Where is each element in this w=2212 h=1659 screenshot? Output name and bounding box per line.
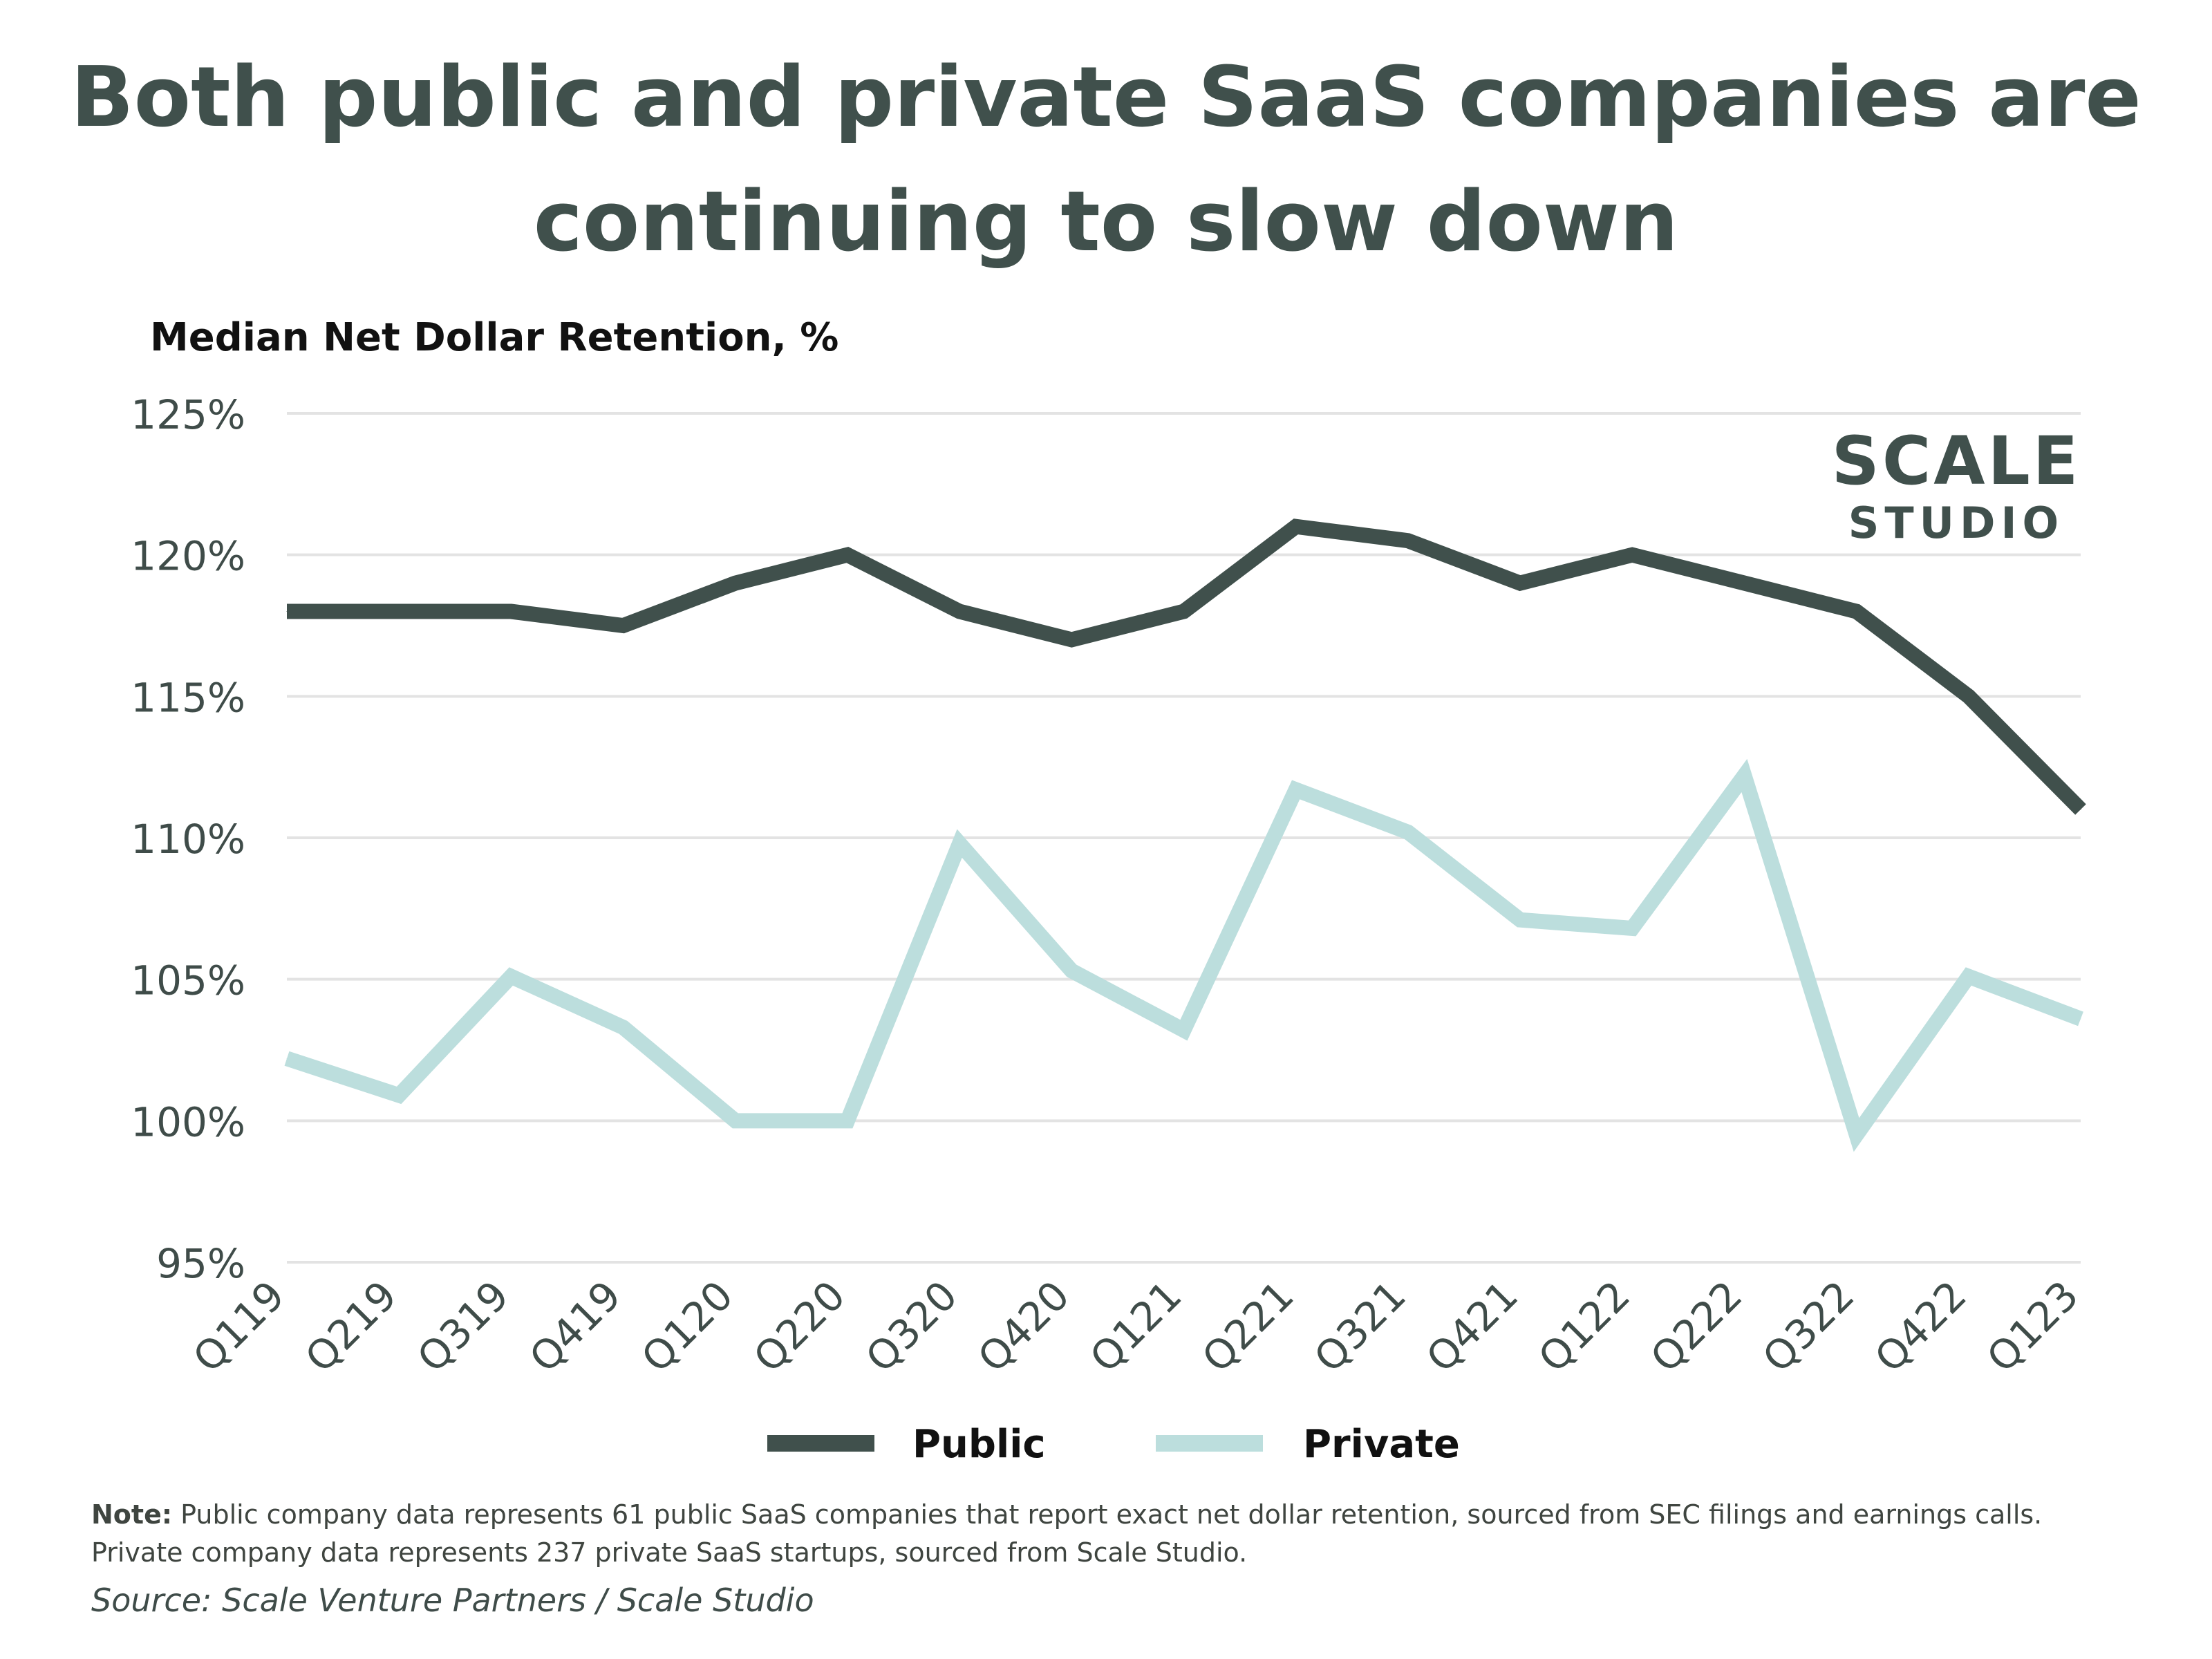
data-point-private [286,1058,288,1059]
data-point-public [1295,526,1297,527]
series-line-public [287,518,2086,815]
y-axis-title: Median Net Dollar Retention, % [150,315,839,360]
x-tick-label: Q419 [521,1272,630,1382]
data-point-private [1519,919,1521,921]
data-point-public [1968,695,1969,697]
data-point-private [959,843,960,844]
y-tick-label: 95% [156,1240,245,1287]
x-tick-label: Q222 [1642,1272,1752,1382]
x-tick-label: Q119 [184,1272,294,1382]
chart-title-line-1: Both public and private SaaS companies a… [71,50,2141,146]
scale-studio-logo: SCALE STUDIO [1818,423,2094,547]
chart-title: Both public and private SaaS companies a… [0,36,2212,285]
note-line-1: Public company data represents 61 public… [180,1499,2043,1530]
data-point-private [1856,1134,1857,1136]
y-tick-label: 120% [131,533,245,580]
data-point-public [1856,611,1857,612]
x-tick-label: Q121 [1081,1272,1191,1382]
legend-label-public: Public [912,1422,1046,1467]
x-tick-label: Q220 [744,1272,854,1382]
data-point-public [398,611,400,612]
y-tick-label: 110% [131,816,245,863]
y-tick-label: 100% [131,1098,245,1145]
note-row-1: Note: Public company data represents 61 … [91,1496,2137,1534]
x-tick-label: Q422 [1866,1272,1976,1382]
y-axis-ticks: 95% 100% 105% 110% 115% 120% 125% [131,391,245,1287]
series-line-private [284,758,2083,1152]
x-tick-label: Q123 [1978,1272,2088,1382]
x-tick-label: Q321 [1305,1272,1415,1382]
data-point-private [398,1094,400,1096]
chart-title-line-2: continuing to slow down [533,174,1679,270]
x-tick-label: Q319 [409,1272,518,1382]
x-tick-label: Q322 [1754,1272,1864,1382]
y-tick-label: 125% [131,391,245,438]
x-tick-label: Q122 [1530,1272,1640,1382]
data-point-private [1968,976,1969,977]
note-line-2: Private company data represents 237 priv… [91,1537,1248,1568]
y-tick-label: 115% [131,674,245,721]
logo-line-1: SCALE [1831,422,2081,500]
chart-source: Source: Scale Venture Partners / Scale S… [91,1582,814,1619]
series-lines [284,518,2086,1152]
x-axis-ticks: Q119 Q219 Q319 Q419 Q120 Q220 Q320 Q420 Q121 Q221… [184,1272,2088,1382]
data-point-public [1183,611,1184,612]
data-point-public [1071,639,1072,640]
logo-line-2: STUDIO [1848,498,2065,548]
data-point-public [959,611,960,612]
data-point-private [1743,775,1745,776]
data-point-public [286,611,288,612]
y-tick-label: 105% [131,957,245,1004]
note-label: Note: [91,1499,173,1530]
data-point-private [510,976,512,977]
x-tick-label: Q420 [969,1272,1079,1382]
legend-label-private: Private [1303,1422,1460,1467]
data-point-public [510,611,512,612]
data-point-private [1295,789,1297,790]
data-point-private [623,1027,624,1028]
data-point-private [1183,1029,1184,1031]
data-point-public [1631,554,1633,556]
x-tick-label: Q221 [1193,1272,1303,1382]
line-chart: 95% 100% 105% 110% 115% 120% 125% Q119 Q219 Q319… [131,391,2088,1467]
x-tick-label: Q120 [632,1272,742,1382]
chart-note: Note: Public company data represents 61 … [91,1496,2137,1572]
x-tick-label: Q421 [1417,1272,1527,1382]
x-tick-label: Q320 [856,1272,966,1382]
legend: Public Private [767,1422,1460,1467]
x-tick-label: Q219 [296,1272,406,1382]
grid-lines [287,412,2081,1264]
